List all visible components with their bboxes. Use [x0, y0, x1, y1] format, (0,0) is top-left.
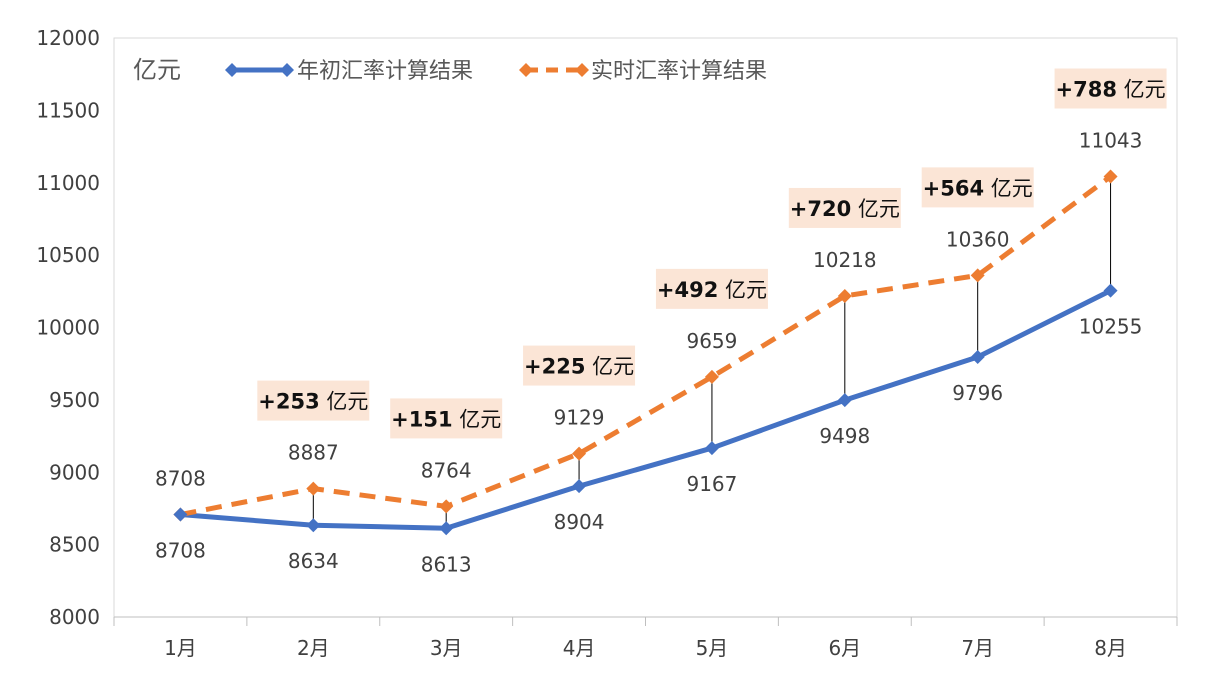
y-tick-label: 8000 — [49, 605, 100, 629]
difference-amount: +253 — [258, 390, 319, 414]
marker-initial-rate — [572, 479, 587, 494]
data-label-realtime: 11043 — [1079, 129, 1143, 153]
y-tick-label: 10000 — [36, 316, 100, 340]
difference-unit: 亿元 — [320, 390, 369, 414]
legend: 亿元 年初汇率计算结果 实时汇率计算结果 — [133, 56, 767, 84]
data-label-realtime: 8887 — [288, 441, 339, 465]
data-label-initial: 9796 — [952, 381, 1003, 405]
y-tick-label: 11500 — [36, 98, 100, 122]
marker-initial-rate — [837, 393, 852, 408]
y-tick-label: 8500 — [49, 533, 100, 557]
data-label-realtime: 9659 — [686, 329, 737, 353]
series-line-initial-rate — [180, 288, 1112, 531]
difference-unit: 亿元 — [718, 278, 767, 302]
data-label-realtime: 9129 — [554, 406, 605, 430]
data-label-initial: 10255 — [1079, 315, 1143, 339]
difference-box — [1054, 68, 1167, 109]
difference-box — [655, 268, 768, 309]
difference-unit: 亿元 — [984, 176, 1033, 200]
marker-initial-rate — [173, 507, 188, 522]
difference-box — [921, 167, 1034, 208]
data-label-initial: 8904 — [554, 510, 605, 534]
data-label-realtime: 10360 — [946, 227, 1010, 251]
marker-realtime-rate — [572, 446, 587, 461]
difference-amount: +151 — [391, 407, 452, 431]
unit-label: 亿元 — [133, 56, 181, 84]
difference-amount: +788 — [1056, 78, 1117, 102]
marker-realtime-rate — [439, 499, 454, 514]
x-tick-label: 5月 — [696, 636, 729, 660]
difference-annotations: +253 亿元+151 亿元+225 亿元+492 亿元+720 亿元+564 … — [257, 68, 1167, 439]
difference-box — [390, 398, 503, 439]
difference-label: +151 亿元 — [391, 407, 501, 431]
y-tick-label: 9500 — [49, 388, 100, 412]
legend-item-realtime-rate: 实时汇率计算结果 — [519, 59, 767, 84]
series-line-realtime-rate — [179, 174, 1113, 517]
data-label-realtime: 8708 — [155, 467, 206, 491]
x-tick-label: 1月 — [164, 636, 197, 660]
difference-amount: +225 — [524, 355, 585, 379]
difference-unit: 亿元 — [1117, 78, 1166, 102]
x-tick-label: 4月 — [563, 636, 596, 660]
marker-initial-rate — [704, 441, 719, 456]
legend-marker-realtime-end — [575, 63, 589, 77]
y-tick-label: 9000 — [49, 460, 100, 484]
y-tick-label: 12000 — [36, 26, 100, 50]
marker-initial-rate — [970, 350, 985, 365]
marker-realtime-rate — [837, 288, 852, 303]
difference-label: +788 亿元 — [1056, 78, 1166, 102]
marker-realtime-rate — [970, 268, 985, 283]
difference-unit: 亿元 — [851, 197, 900, 221]
marker-realtime-rate — [704, 369, 719, 384]
difference-label: +564 亿元 — [923, 176, 1033, 200]
data-label-realtime: 10218 — [813, 248, 877, 272]
difference-box — [523, 345, 636, 386]
difference-label: +720 亿元 — [790, 197, 900, 221]
legend-marker-initial — [225, 63, 239, 77]
legend-label-initial: 年初汇率计算结果 — [297, 59, 473, 84]
series-layer — [173, 169, 1118, 536]
data-labels: 8708 8634 8613 8904 9167 9498 9796 10255 8708 888… — [155, 129, 1142, 577]
difference-box — [788, 187, 901, 228]
marker-initial-rate — [439, 521, 454, 536]
data-label-initial: 8634 — [288, 549, 339, 573]
legend-marker-realtime — [519, 63, 533, 77]
legend-item-initial-rate: 年初汇率计算结果 — [225, 59, 473, 84]
difference-box — [257, 380, 370, 421]
y-tick-label: 10500 — [36, 243, 100, 267]
difference-amount: +720 — [790, 197, 851, 221]
marker-realtime-rate — [306, 481, 321, 496]
x-tick-label: 7月 — [961, 636, 994, 660]
x-tick-label: 8月 — [1094, 636, 1127, 660]
difference-label: +225 亿元 — [524, 355, 634, 379]
data-label-realtime: 8764 — [421, 458, 472, 482]
axes: 1月 2月 3月 4月 5月 6月 7月 8月 8000 8500 9000 9500 10000 105… — [36, 26, 1178, 660]
difference-label: +253 亿元 — [258, 390, 368, 414]
marker-initial-rate — [306, 518, 321, 533]
x-tick-label: 6月 — [828, 636, 861, 660]
difference-unit: 亿元 — [585, 355, 634, 379]
legend-label-realtime: 实时汇率计算结果 — [591, 59, 767, 84]
data-label-initial: 8708 — [155, 539, 206, 563]
difference-amount: +492 — [657, 278, 718, 302]
difference-unit: 亿元 — [453, 407, 502, 431]
y-tick-label: 11000 — [36, 171, 100, 195]
marker-initial-rate — [1103, 283, 1118, 298]
marker-realtime-rate — [1103, 169, 1118, 184]
data-label-initial: 8613 — [421, 552, 472, 576]
x-tick-label: 2月 — [297, 636, 330, 660]
data-label-initial: 9498 — [819, 424, 870, 448]
difference-label: +492 亿元 — [657, 278, 767, 302]
difference-amount: +564 — [923, 176, 984, 200]
legend-marker-initial-end — [280, 63, 294, 77]
x-tick-label: 3月 — [430, 636, 463, 660]
data-label-initial: 9167 — [686, 472, 737, 496]
